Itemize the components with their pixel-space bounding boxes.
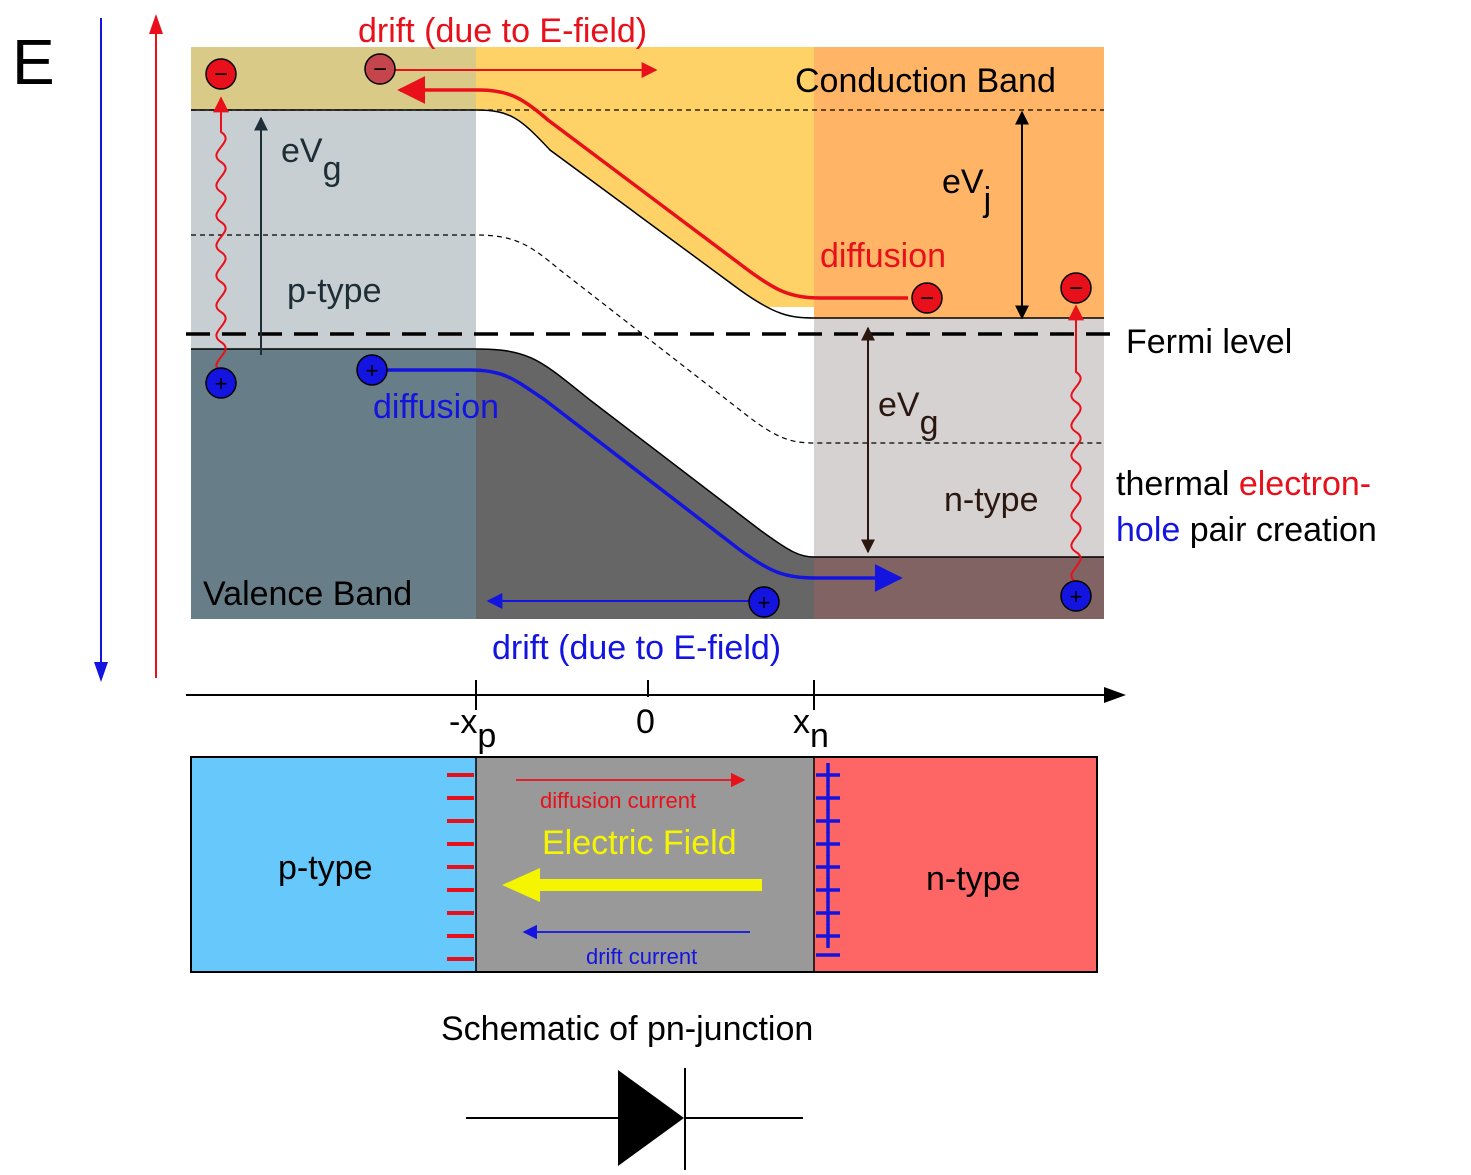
p-region-label: p-type bbox=[278, 849, 373, 887]
thermal-word-electron: electron- bbox=[1239, 465, 1371, 503]
diode-triangle bbox=[618, 1070, 684, 1166]
electron-path bbox=[397, 76, 908, 300]
eVg-right-label: eVg bbox=[878, 386, 939, 442]
p-valence-region bbox=[191, 349, 476, 619]
conduction-band-label: Conduction Band bbox=[795, 62, 1056, 100]
position-axis-arrowhead bbox=[1104, 687, 1126, 703]
hole-particle-2: + bbox=[356, 354, 388, 386]
hole-particle-1: + bbox=[205, 367, 237, 399]
diffusion-current-label: diffusion current bbox=[540, 788, 696, 813]
n-valence-region bbox=[814, 557, 1104, 619]
electron-particle-3: − bbox=[911, 282, 943, 314]
electron-particle-1: − bbox=[205, 58, 237, 90]
depletion-gap-region bbox=[476, 110, 814, 557]
tick-xn-sub: n bbox=[810, 717, 829, 755]
eVj-sub: j bbox=[983, 181, 992, 219]
valence-band-edge bbox=[191, 348, 1104, 558]
thermal-word-pair: pair creation bbox=[1190, 511, 1377, 549]
tick-neg-xp-main: -x bbox=[449, 703, 477, 741]
electron-diffusion-label: diffusion bbox=[820, 237, 946, 275]
n-gap-region bbox=[814, 318, 1104, 557]
electron-sign: − bbox=[214, 61, 228, 88]
intrinsic-level-curve bbox=[191, 234, 1104, 444]
eVg-left-sub: g bbox=[323, 150, 342, 188]
schematic-title: Schematic of pn-junction bbox=[441, 1010, 813, 1048]
n-type-band-label: n-type bbox=[944, 481, 1039, 519]
energy-axis-label: E bbox=[12, 26, 55, 98]
junction-schematic: diffusion current Electric Field drift c… bbox=[190, 756, 1098, 973]
drift-current-label: drift current bbox=[586, 944, 697, 969]
p-type-band-label: p-type bbox=[287, 272, 382, 310]
tick-label-neg-xp: -xp bbox=[449, 703, 496, 755]
fermi-level-label: Fermi level bbox=[1126, 323, 1292, 361]
thermal-word-hole: hole bbox=[1116, 511, 1180, 549]
eVg-left-main: eV bbox=[281, 132, 323, 170]
n-region-label: n-type bbox=[926, 860, 1021, 898]
tick-xn-main: x bbox=[793, 703, 810, 741]
thermal-label-line2: hole pair creation bbox=[1116, 511, 1377, 549]
electron-particle-2: − bbox=[364, 53, 396, 85]
junction-outline bbox=[190, 756, 1098, 973]
electron-sign: − bbox=[373, 56, 387, 83]
eVg-left-label: eVg bbox=[281, 132, 342, 188]
hole-sign: + bbox=[758, 590, 771, 615]
eVg-right-sub: g bbox=[920, 404, 939, 442]
conduction-band-edge bbox=[191, 109, 1104, 319]
electric-field-arrowhead bbox=[502, 868, 540, 902]
hole-sign: + bbox=[366, 358, 379, 383]
eVj-label: eVj bbox=[942, 163, 991, 219]
valence-band-label: Valence Band bbox=[203, 575, 412, 613]
thermal-squiggle-right bbox=[1068, 304, 1084, 583]
band-diagram bbox=[186, 47, 1118, 619]
tick-neg-xp-sub: p bbox=[477, 717, 496, 755]
thermal-label-line1: thermal electron- bbox=[1116, 465, 1371, 503]
electron-sign: − bbox=[920, 285, 934, 312]
hole-sign: + bbox=[1070, 584, 1083, 609]
hole-sign: + bbox=[215, 371, 228, 396]
hole-particle-4: + bbox=[1060, 580, 1092, 612]
thermal-word-thermal: thermal bbox=[1116, 465, 1229, 503]
electron-sign: − bbox=[1069, 275, 1083, 302]
electron-particle-4: − bbox=[1060, 272, 1092, 304]
eVg-right-main: eV bbox=[878, 386, 920, 424]
top-drift-label: drift (due to E-field) bbox=[358, 12, 647, 50]
hole-diffusion-label: diffusion bbox=[373, 388, 499, 426]
depletion-valence-region bbox=[476, 349, 814, 619]
bottom-drift-label: drift (due to E-field) bbox=[492, 629, 781, 667]
tick-label-xn: xn bbox=[793, 703, 829, 755]
energy-axis-arrowhead-red bbox=[149, 14, 163, 34]
energy-axis-arrowhead-blue bbox=[94, 662, 108, 682]
electric-field-label: Electric Field bbox=[542, 824, 737, 862]
n-region bbox=[814, 757, 1097, 972]
p-gap-region bbox=[191, 110, 476, 349]
positive-charges bbox=[816, 763, 840, 957]
diode-symbol bbox=[466, 1068, 803, 1170]
eVj-main: eV bbox=[942, 163, 984, 201]
conduction-band-region-n bbox=[814, 47, 1104, 318]
p-region bbox=[191, 757, 476, 972]
negative-charges bbox=[447, 773, 474, 961]
tick-label-zero: 0 bbox=[636, 703, 655, 741]
thermal-squiggle-left bbox=[213, 96, 229, 373]
conduction-band-region-p bbox=[191, 47, 476, 110]
hole-path bbox=[385, 368, 903, 592]
hole-particle-3: + bbox=[748, 586, 780, 618]
